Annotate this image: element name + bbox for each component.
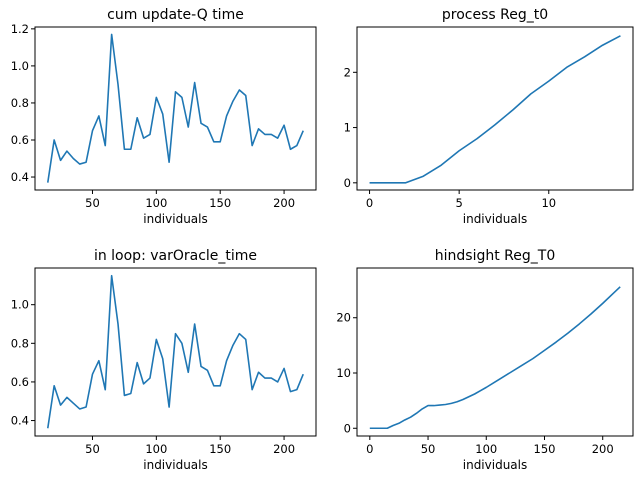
y-tick-label: 0.6 xyxy=(11,133,29,147)
subplot-process-reg-t0: process Reg_t0 individuals 0 5 10 0 1 2 xyxy=(344,7,634,226)
y-tick-label: 20 xyxy=(336,311,351,325)
axes-frame xyxy=(34,267,317,437)
x-tick-label: 200 xyxy=(592,442,614,456)
subplot-title: process Reg_t0 xyxy=(442,7,548,23)
x-tick-label: 100 xyxy=(145,442,167,456)
y-tick-label: 10 xyxy=(336,366,351,380)
y-tick-label: 0.4 xyxy=(11,170,29,184)
y-tick-label: 1.2 xyxy=(11,22,29,36)
series-line xyxy=(369,286,621,430)
x-tick-label: 150 xyxy=(534,442,556,456)
y-tick-label: 0.4 xyxy=(11,414,29,428)
subplot-in-loop-varoracle-time: in loop: varOracle_time individuals 50 10… xyxy=(11,248,317,472)
series-line xyxy=(46,274,304,429)
y-tick-label: 0.8 xyxy=(11,336,29,350)
x-tick-label: 10 xyxy=(541,196,556,210)
x-tick-label: 5 xyxy=(455,196,462,210)
x-tick-label: 50 xyxy=(85,196,100,210)
x-tick-label: 100 xyxy=(145,196,167,210)
x-axis-label: individuals xyxy=(143,458,208,472)
x-tick-label: 200 xyxy=(273,196,295,210)
subplot-cum-update-q-time: cum update-Q time individuals 50 100 150 20… xyxy=(11,7,317,226)
y-tick-label: 2 xyxy=(344,65,351,79)
x-tick-label: 50 xyxy=(421,442,436,456)
series-line xyxy=(46,33,304,183)
y-tick-label: 0.6 xyxy=(11,375,29,389)
subplot-title: hindsight Reg_T0 xyxy=(435,248,555,264)
axes-frame xyxy=(356,267,634,437)
y-tick-label: 0 xyxy=(344,421,351,435)
x-tick-label: 0 xyxy=(366,442,373,456)
x-tick-label: 150 xyxy=(209,196,231,210)
y-tick-label: 1 xyxy=(344,121,351,135)
subplot-title: in loop: varOracle_time xyxy=(94,248,257,264)
y-tick-label: 0.8 xyxy=(11,96,29,110)
subplot-title: cum update-Q time xyxy=(107,7,244,23)
y-tick-label: 1.0 xyxy=(11,298,29,312)
axes-frame xyxy=(356,26,634,191)
x-tick-label: 50 xyxy=(85,442,100,456)
x-axis-label: individuals xyxy=(143,212,208,226)
axes-frame xyxy=(34,26,317,191)
x-tick-label: 150 xyxy=(209,442,231,456)
x-tick-label: 0 xyxy=(366,196,373,210)
x-axis-label: individuals xyxy=(463,212,528,226)
y-tick-label: 1.0 xyxy=(11,59,29,73)
series-line xyxy=(369,35,621,184)
x-tick-label: 100 xyxy=(475,442,497,456)
subplot-hindsight-reg-t0: hindsight Reg_T0 individuals 0 50 100 150 20… xyxy=(336,248,634,472)
x-tick-label: 200 xyxy=(273,442,295,456)
x-axis-label: individuals xyxy=(463,458,528,472)
y-tick-label: 0 xyxy=(344,176,351,190)
